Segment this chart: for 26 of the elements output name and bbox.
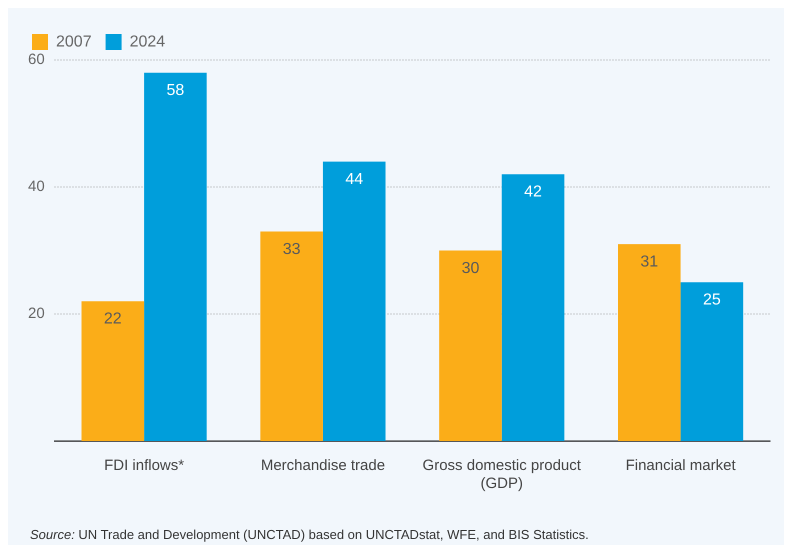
bar — [618, 244, 681, 441]
bar — [144, 72, 207, 441]
data-label: 30 — [462, 260, 480, 277]
data-label: 42 — [524, 184, 542, 201]
legend-label: 2007 — [56, 33, 92, 50]
data-label: 33 — [282, 240, 301, 258]
data-label: 58 — [166, 82, 184, 100]
data-label: 25 — [702, 292, 721, 309]
bar — [680, 282, 744, 441]
x-tick-label: FDI inflows* — [104, 457, 184, 474]
x-tick-label: Merchandise trade — [260, 457, 386, 474]
data-label: 31 — [640, 254, 658, 271]
y-tick-label: 60 — [28, 51, 45, 68]
data-label: 22 — [104, 310, 122, 328]
bar — [322, 162, 386, 441]
legend-label: 2024 — [130, 33, 166, 50]
x-tick-label: Gross domestic product (GDP) — [422, 457, 582, 492]
source-note: Source: UN Trade and Development (UNCTAD) based on UNCTADstat, WFE, and BIS Statistics. — [30, 527, 589, 542]
y-tick-label: 20 — [28, 305, 45, 322]
bar — [260, 231, 323, 441]
y-tick-label: 40 — [28, 178, 45, 196]
data-label: 44 — [345, 171, 364, 188]
bar — [82, 301, 144, 441]
x-tick-label: Financial market — [626, 457, 736, 474]
bar — [502, 174, 564, 441]
bar — [439, 250, 502, 441]
